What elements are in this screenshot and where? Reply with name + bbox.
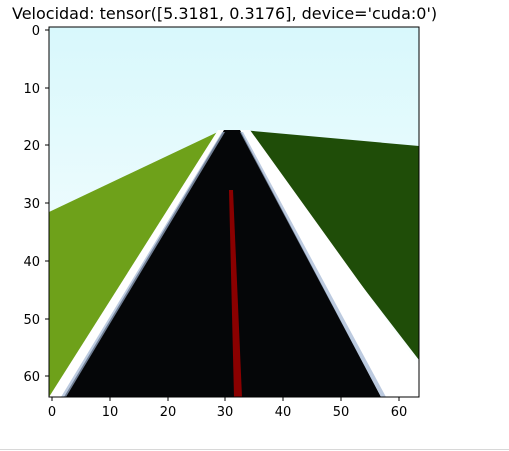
x-tick-label: 10 [102, 405, 119, 420]
y-tick-label: 0 [32, 24, 40, 39]
x-tick-label: 60 [391, 405, 408, 420]
road-edge-shading-right [240, 132, 386, 397]
y-tick-label: 60 [23, 370, 40, 385]
road-edge-shading-left [61, 132, 225, 397]
plot-frame [48, 26, 420, 398]
x-tick-label: 0 [48, 405, 56, 420]
road-scene-image [49, 27, 419, 397]
x-tick-label: 30 [217, 405, 234, 420]
y-tick-label: 10 [23, 82, 40, 97]
y-tick-label: 40 [23, 255, 40, 270]
right-edge-line [236, 130, 419, 397]
y-tick-label: 20 [23, 139, 40, 154]
y-tick-label: 30 [23, 197, 40, 212]
x-tick-label: 50 [333, 405, 350, 420]
bottom-divider [0, 449, 509, 450]
y-tick-label: 50 [23, 313, 40, 328]
y-axis: 0 10 20 30 40 50 60 [23, 24, 49, 385]
x-axis: 0 10 20 30 40 50 60 [48, 397, 407, 420]
figure-title: Velocidad: tensor([5.3181, 0.3176], devi… [12, 4, 438, 23]
x-tick-label: 40 [275, 405, 292, 420]
center-line [229, 190, 242, 397]
road-asphalt [64, 130, 381, 397]
x-tick-label: 20 [160, 405, 177, 420]
